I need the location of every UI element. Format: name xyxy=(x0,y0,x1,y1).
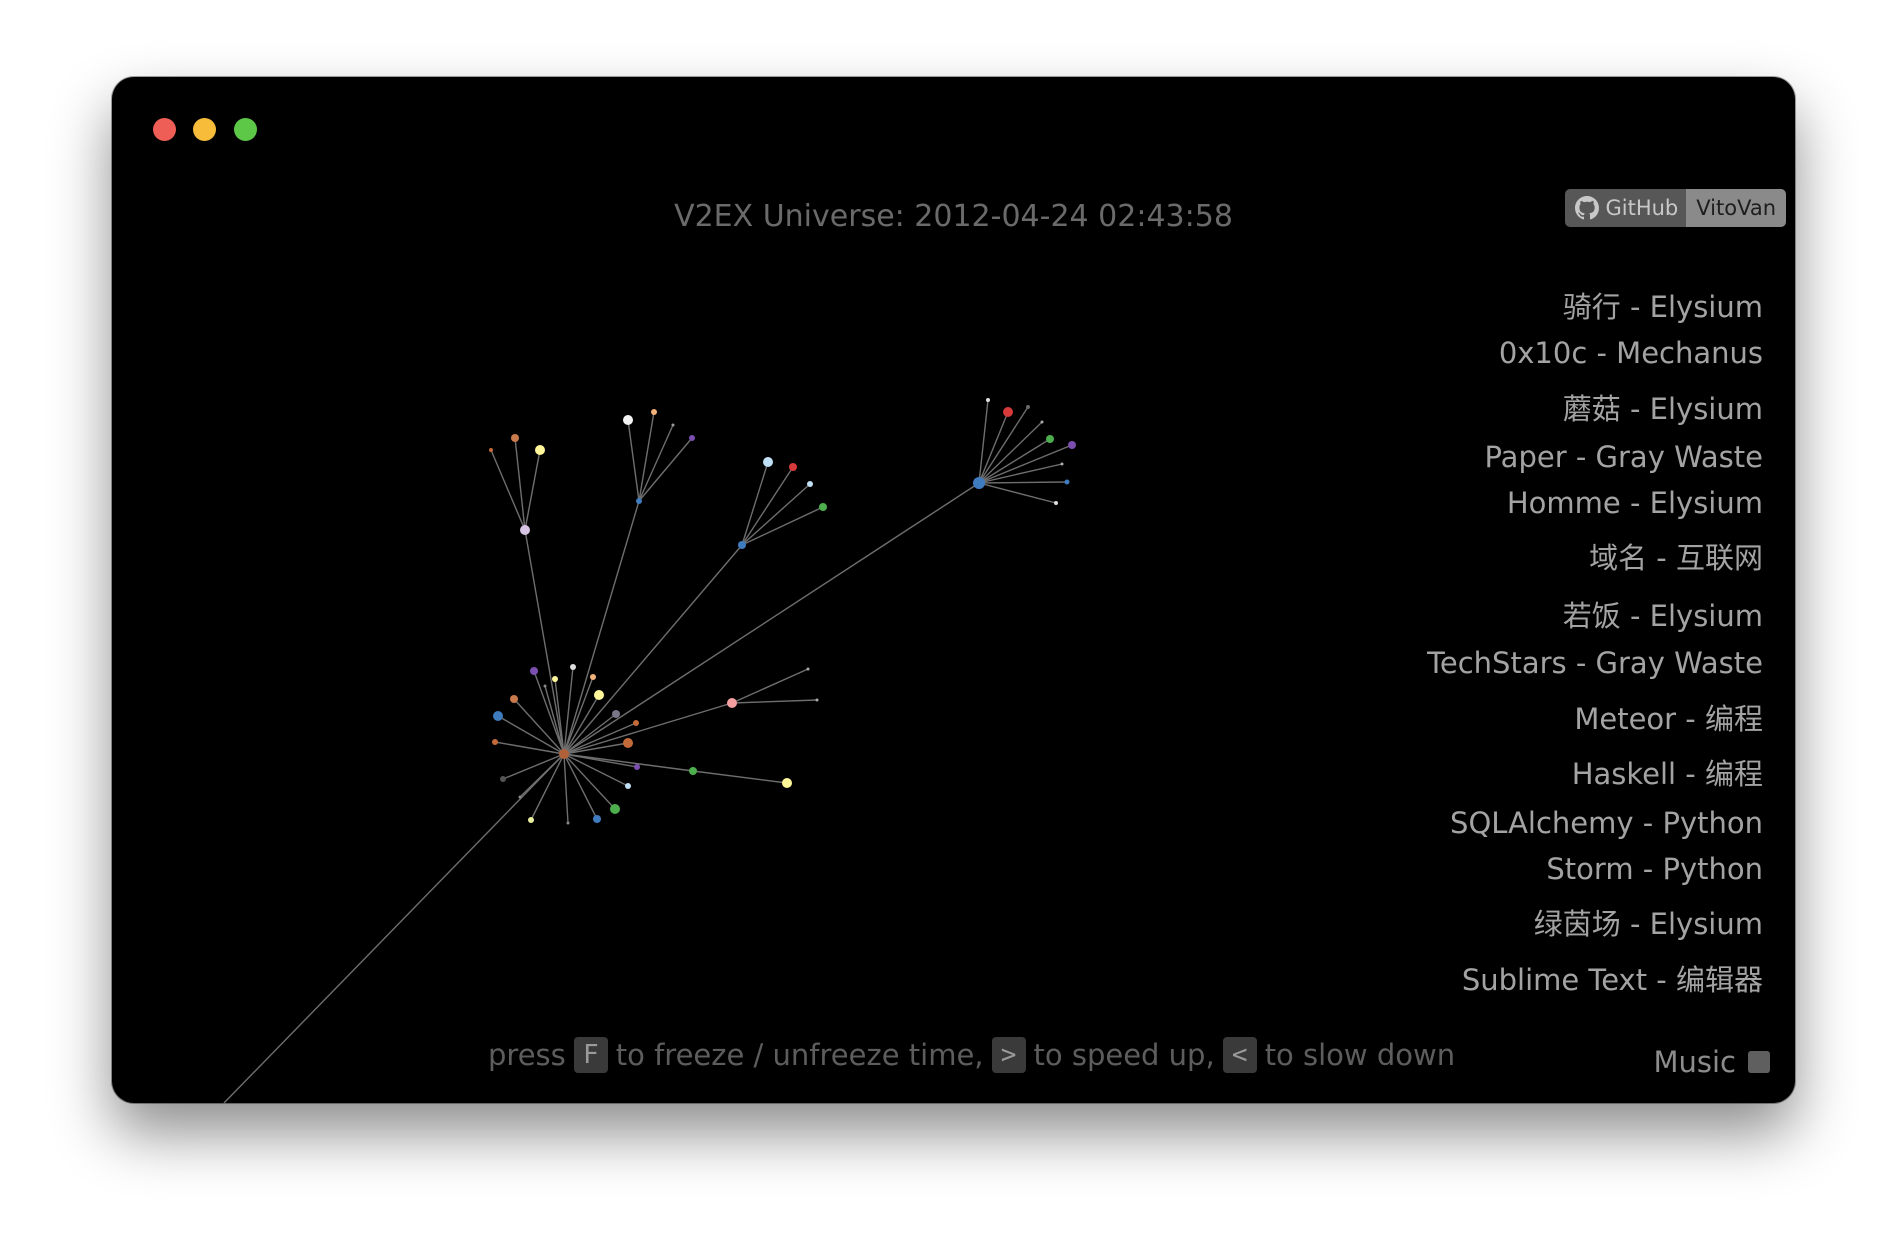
graph-node xyxy=(492,739,498,745)
list-item: SQLAlchemy - Python xyxy=(1450,806,1763,840)
graph-node xyxy=(738,541,746,549)
graph-node xyxy=(986,398,990,402)
github-icon xyxy=(1575,196,1600,220)
graph-node xyxy=(973,477,985,489)
node-graph xyxy=(223,398,1076,1103)
graph-node xyxy=(623,738,633,748)
list-item: 骑行 - Elysium xyxy=(1562,290,1763,324)
graph-node xyxy=(1003,407,1013,417)
graph-node xyxy=(530,667,538,675)
github-user-label[interactable]: VitoVan xyxy=(1686,189,1786,227)
list-item: 域名 - 互联网 xyxy=(1589,541,1763,575)
graph-node xyxy=(493,711,503,721)
graph-node xyxy=(636,498,642,504)
graph-node xyxy=(528,817,534,823)
freeze-key: F xyxy=(573,1037,608,1073)
graph-node xyxy=(510,695,518,703)
graph-node xyxy=(610,804,620,814)
graph-node xyxy=(1064,479,1070,485)
graph-node xyxy=(806,667,810,671)
graph-node xyxy=(689,435,695,441)
list-item: TechStars - Gray Waste xyxy=(1427,646,1763,680)
list-item: 蘑菇 - Elysium xyxy=(1562,392,1763,426)
graph-node xyxy=(593,815,601,823)
maximize-window-button[interactable] xyxy=(234,118,257,141)
list-item: 若饭 - Elysium xyxy=(1562,599,1763,633)
graph-node xyxy=(1046,435,1054,443)
graph-node xyxy=(807,481,813,487)
graph-node xyxy=(633,720,639,726)
list-item: Haskell - 编程 xyxy=(1571,757,1763,791)
graph-node xyxy=(689,767,697,775)
graph-node xyxy=(1040,420,1044,424)
graph-node xyxy=(1060,462,1064,466)
graph-node xyxy=(594,690,604,700)
speed-up-key: > xyxy=(991,1037,1026,1073)
graph-node xyxy=(543,684,547,688)
list-item: 0x10c - Mechanus xyxy=(1498,336,1763,370)
app-window: V2EX Universe: 2012-04-24 02:43:58 GitHu… xyxy=(112,77,1795,1103)
list-item: Paper - Gray Waste xyxy=(1484,440,1764,474)
page-title: V2EX Universe: 2012-04-24 02:43:58 xyxy=(674,199,1233,234)
github-badge-left[interactable]: GitHub xyxy=(1565,189,1687,227)
graph-node xyxy=(552,676,558,682)
graph-node xyxy=(511,434,519,442)
list-item: Meteor - 编程 xyxy=(1574,702,1763,736)
hint-freeze-text: to freeze / unfreeze time, xyxy=(615,1038,984,1072)
graph-node xyxy=(634,764,640,770)
graph-node xyxy=(559,749,569,759)
keyboard-hint: press F to freeze / unfreeze time, > to … xyxy=(488,1037,1455,1073)
graph-node xyxy=(1026,405,1030,409)
graph-node xyxy=(651,409,657,415)
graph-node xyxy=(782,778,792,788)
graph-node xyxy=(727,698,737,708)
list-item: Sublime Text - 编辑器 xyxy=(1461,963,1763,997)
graph-node xyxy=(789,463,797,471)
graph-node xyxy=(535,445,545,455)
hint-speed-text: to speed up, xyxy=(1033,1038,1215,1072)
minimize-window-button[interactable] xyxy=(193,118,216,141)
github-label: GitHub xyxy=(1605,196,1679,220)
graph-node xyxy=(612,710,620,718)
graph-node xyxy=(671,423,675,427)
slow-down-key: < xyxy=(1222,1037,1257,1073)
graph-node xyxy=(570,664,576,670)
graph-node xyxy=(1068,441,1076,449)
graph-node xyxy=(566,821,570,825)
close-window-button[interactable] xyxy=(153,118,176,141)
list-item: Storm - Python xyxy=(1546,852,1763,886)
graph-node xyxy=(763,457,773,467)
graph-node xyxy=(590,674,596,680)
hint-slow-text: to slow down xyxy=(1264,1038,1456,1072)
graph-node xyxy=(518,795,522,799)
graph-node xyxy=(520,525,530,535)
graph-node xyxy=(500,776,506,782)
music-checkbox[interactable] xyxy=(1748,1051,1770,1073)
graph-node xyxy=(625,783,631,789)
music-toggle[interactable]: Music xyxy=(1653,1045,1770,1079)
graph-node xyxy=(815,698,819,702)
list-item: 绿茵场 - Elysium xyxy=(1533,907,1763,941)
music-label: Music xyxy=(1653,1045,1736,1079)
graph-node xyxy=(623,415,633,425)
graph-node xyxy=(489,448,493,452)
list-item: Homme - Elysium xyxy=(1506,486,1763,520)
hint-press-text: press xyxy=(488,1038,566,1072)
graph-node xyxy=(1054,501,1058,505)
graph-node xyxy=(819,503,827,511)
github-badge[interactable]: GitHub VitoVan xyxy=(1565,189,1786,227)
